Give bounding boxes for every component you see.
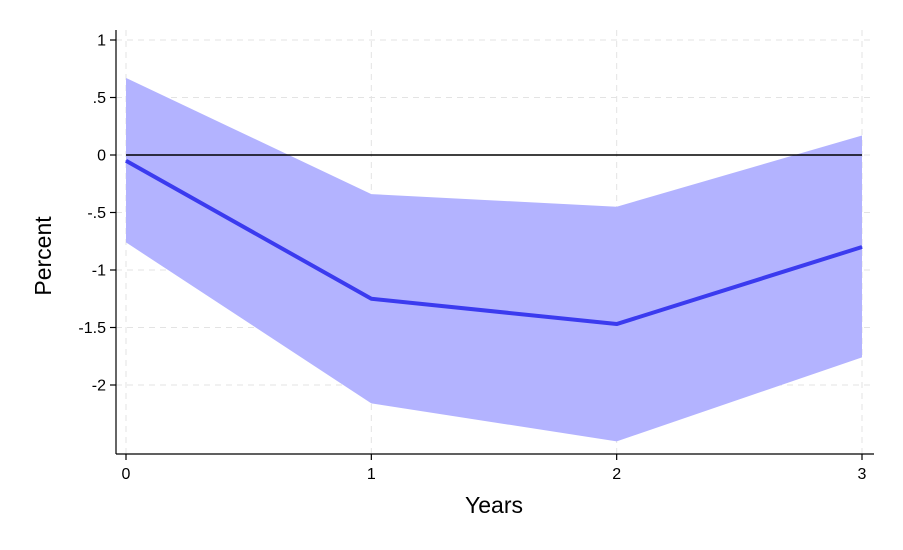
y-tick-label: 1 xyxy=(97,33,106,50)
series-line xyxy=(125,159,863,327)
data-point xyxy=(616,323,618,325)
y-tick-label: -.5 xyxy=(87,205,106,222)
y-tick-label: -1 xyxy=(92,263,106,280)
x-tick-label: 0 xyxy=(122,466,131,483)
confidence-band xyxy=(126,77,862,442)
y-axis-title: Percent xyxy=(30,216,56,296)
y-tick-label: .5 xyxy=(93,90,106,107)
data-point xyxy=(861,246,863,248)
x-tick-label: 3 xyxy=(858,466,867,483)
x-tick-label: 2 xyxy=(612,466,621,483)
data-point xyxy=(370,298,372,300)
data-point xyxy=(125,160,127,162)
y-tick-label: 0 xyxy=(97,148,106,165)
x-axis-title: Years xyxy=(465,492,523,518)
y-tick-label: -2 xyxy=(92,378,106,395)
axes-layer: 1 .5 0 -.5 -1 -1.5 -2 0 1 2 3 xyxy=(78,30,874,483)
confidence-band-layer xyxy=(126,77,862,442)
x-tick-label: 1 xyxy=(367,466,376,483)
series-line-layer xyxy=(125,159,863,327)
y-tick-label: -1.5 xyxy=(78,320,106,337)
